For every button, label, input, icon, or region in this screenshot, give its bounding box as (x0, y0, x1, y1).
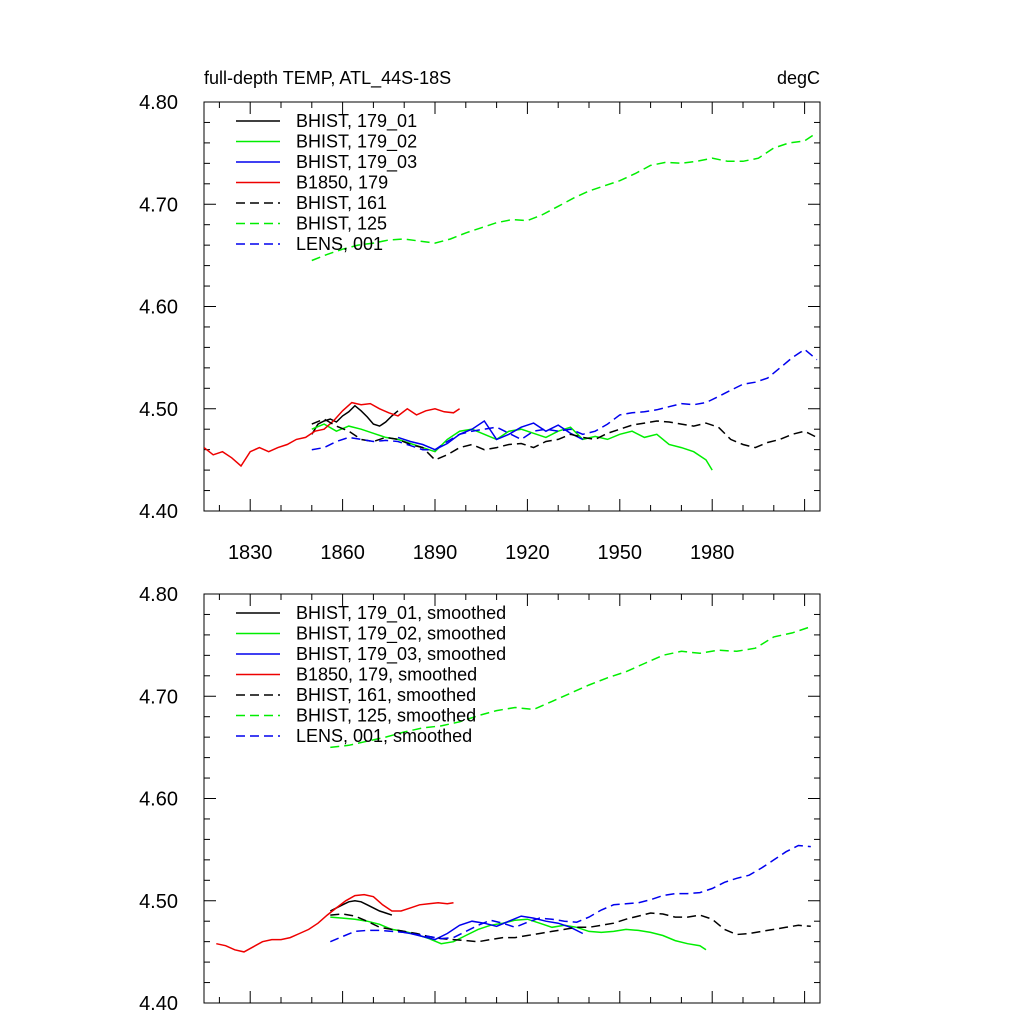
legend-label: BHIST, 179_03 (296, 152, 417, 173)
x-tick-label: 1890 (413, 542, 458, 564)
y-tick-label: 4.40 (139, 501, 178, 523)
y-tick-label: 4.60 (139, 789, 178, 811)
y-tick-label: 4.70 (139, 686, 178, 708)
panel-units: degC (777, 68, 820, 88)
y-tick-label: 4.80 (139, 584, 178, 606)
y-tick-label: 4.80 (139, 92, 178, 114)
series-line (397, 915, 584, 941)
x-tick-label: 1920 (505, 542, 550, 564)
series-line (204, 401, 461, 468)
series-line (216, 893, 454, 953)
x-tick-label: 1980 (690, 542, 735, 564)
series-line (311, 348, 818, 451)
legend-label: BHIST, 179_02, smoothed (296, 624, 506, 645)
y-tick-label: 4.50 (139, 399, 178, 421)
series-line (311, 132, 818, 262)
legend-label: LENS, 001 (296, 234, 383, 254)
x-tick-label: 1950 (598, 542, 643, 564)
legend-label: BHIST, 179_03, smoothed (296, 644, 506, 665)
y-tick-label: 4.70 (139, 194, 178, 216)
series-line (311, 423, 713, 471)
legend-label: BHIST, 161, smoothed (296, 685, 476, 705)
legend-label: BHIST, 161 (296, 193, 387, 213)
legend-label: BHIST, 179_01, smoothed (296, 603, 506, 624)
series-line (329, 900, 393, 916)
y-tick-label: 4.50 (139, 891, 178, 913)
legend-label: BHIST, 125 (296, 214, 387, 234)
series-line (330, 912, 811, 943)
series-line (311, 418, 818, 461)
legend-label: B1850, 179 (296, 173, 388, 193)
legend-label: LENS, 001, smoothed (296, 726, 472, 746)
legend-label: B1850, 179, smoothed (296, 665, 477, 685)
legend-label: BHIST, 179_02 (296, 132, 417, 153)
x-tick-label: 1860 (320, 542, 365, 564)
panel-title: full-depth TEMP, ATL_44S-18S (204, 68, 451, 89)
top-panel: full-depth TEMP, ATL_44S-18S degC 4.40 4.… (139, 68, 821, 564)
legend-label: BHIST, 125, smoothed (296, 706, 476, 726)
y-tick-label: 4.40 (139, 993, 178, 1015)
series-line (330, 916, 707, 951)
series-line (397, 419, 584, 451)
bottom-panel: 4.40 4.50 4.60 4.70 4.80 BHIST, 179_01, smoot… (139, 584, 821, 1015)
y-tick-label: 4.60 (139, 297, 178, 319)
x-tick-label: 1830 (228, 542, 273, 564)
legend-label: BHIST, 179_01 (296, 111, 417, 132)
